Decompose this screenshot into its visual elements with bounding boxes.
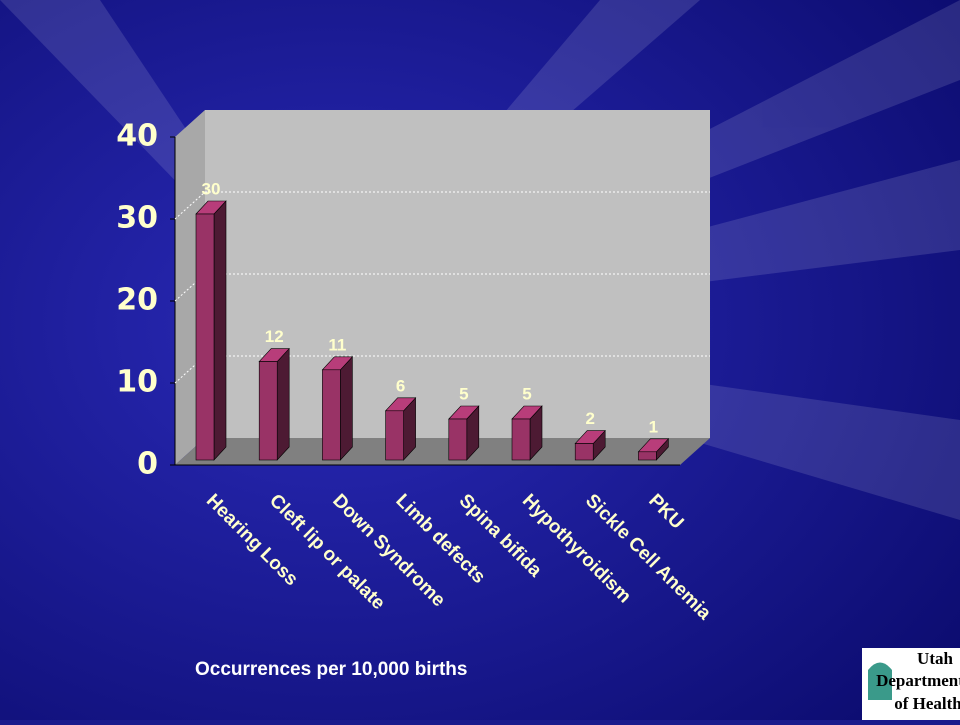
floor <box>175 438 710 465</box>
y-tick-label: 20 <box>116 283 158 318</box>
bar <box>385 410 404 461</box>
value-label: 30 <box>202 179 221 198</box>
y-tick-label: 0 <box>137 447 158 482</box>
bar <box>638 451 657 461</box>
logo-icon <box>868 662 892 700</box>
bar <box>574 443 594 461</box>
value-label: 11 <box>328 335 346 354</box>
y-tick-label: 40 <box>116 119 158 154</box>
bar <box>258 361 278 461</box>
bar-side <box>213 200 227 461</box>
value-label: 12 <box>265 327 284 346</box>
x-axis-title: Occurrences per 10,000 births <box>195 659 467 680</box>
y-tick-label: 30 <box>116 201 158 236</box>
logo-text: Department <box>876 671 960 690</box>
bar-side <box>276 347 290 461</box>
value-label: 6 <box>396 376 405 395</box>
y-tick-label: 10 <box>116 365 158 400</box>
value-label: 1 <box>649 417 658 436</box>
bar <box>195 213 215 461</box>
value-label: 2 <box>585 409 594 428</box>
bar <box>322 369 341 461</box>
value-label: 5 <box>522 384 531 403</box>
grid-line <box>174 191 206 220</box>
logo-text: of Health <box>894 694 960 713</box>
logo-text: Utah <box>917 649 953 668</box>
bar-side <box>340 356 353 461</box>
bar <box>448 418 468 461</box>
bar <box>511 418 531 461</box>
value-label: 5 <box>459 384 468 403</box>
